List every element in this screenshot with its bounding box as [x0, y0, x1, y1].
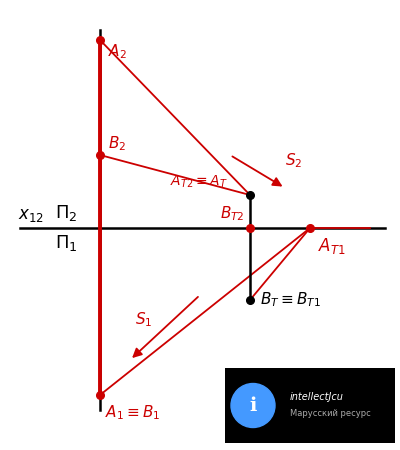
Bar [225, 368, 395, 443]
Text: $B_{T2}$: $B_{T2}$ [220, 204, 245, 223]
Text: intellectJcu: intellectJcu [290, 392, 344, 402]
Text: $B_T \equiv B_{T1}$: $B_T \equiv B_{T1}$ [260, 291, 321, 309]
Circle shape [231, 383, 275, 427]
Text: $A_{T2}\equiv A_T$: $A_{T2}\equiv A_T$ [170, 174, 228, 190]
Text: $A_2$: $A_2$ [108, 42, 127, 61]
Text: Марусский ресурс: Марусский ресурс [290, 409, 371, 418]
Text: $S_2$: $S_2$ [285, 151, 302, 170]
Text: $A_{T1}$: $A_{T1}$ [318, 236, 346, 256]
Text: $S_1$: $S_1$ [135, 310, 152, 328]
Text: $B_2$: $B_2$ [108, 134, 126, 153]
Text: $\Pi_1$: $\Pi_1$ [55, 233, 78, 253]
Text: $x_{12}$: $x_{12}$ [18, 206, 44, 224]
Text: $A_1 \equiv B_1$: $A_1 \equiv B_1$ [105, 403, 160, 422]
Text: $\Pi_2$: $\Pi_2$ [55, 203, 78, 223]
Text: ℹ: ℹ [249, 396, 257, 415]
